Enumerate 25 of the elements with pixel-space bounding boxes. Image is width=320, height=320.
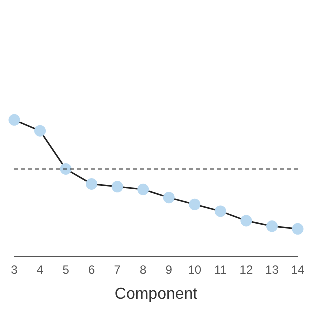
point [34,125,46,137]
x-tick-label: 14 [291,262,305,277]
x-tick-label: 11 [214,262,228,277]
x-tick-label: 12 [240,262,254,277]
x-tick-label: 8 [140,262,148,277]
x-tick-label: 9 [166,262,173,277]
x-tick-label: 5 [62,262,70,277]
point [189,198,201,210]
x-tick-label: 13 [266,262,280,277]
point [266,220,278,232]
x-tick-label: 6 [88,262,96,277]
x-tick-label: 3 [11,262,18,277]
point [8,114,20,126]
x-axis-title: Component [114,286,198,303]
point [138,184,150,196]
point [86,178,98,190]
point [240,215,252,227]
x-tick-label: 7 [114,262,122,277]
x-tick-label: 4 [36,262,44,277]
point [112,181,124,193]
point [292,223,304,235]
point [60,163,72,175]
x-tick-label: 10 [188,262,202,277]
point [214,206,226,218]
point [163,192,175,204]
